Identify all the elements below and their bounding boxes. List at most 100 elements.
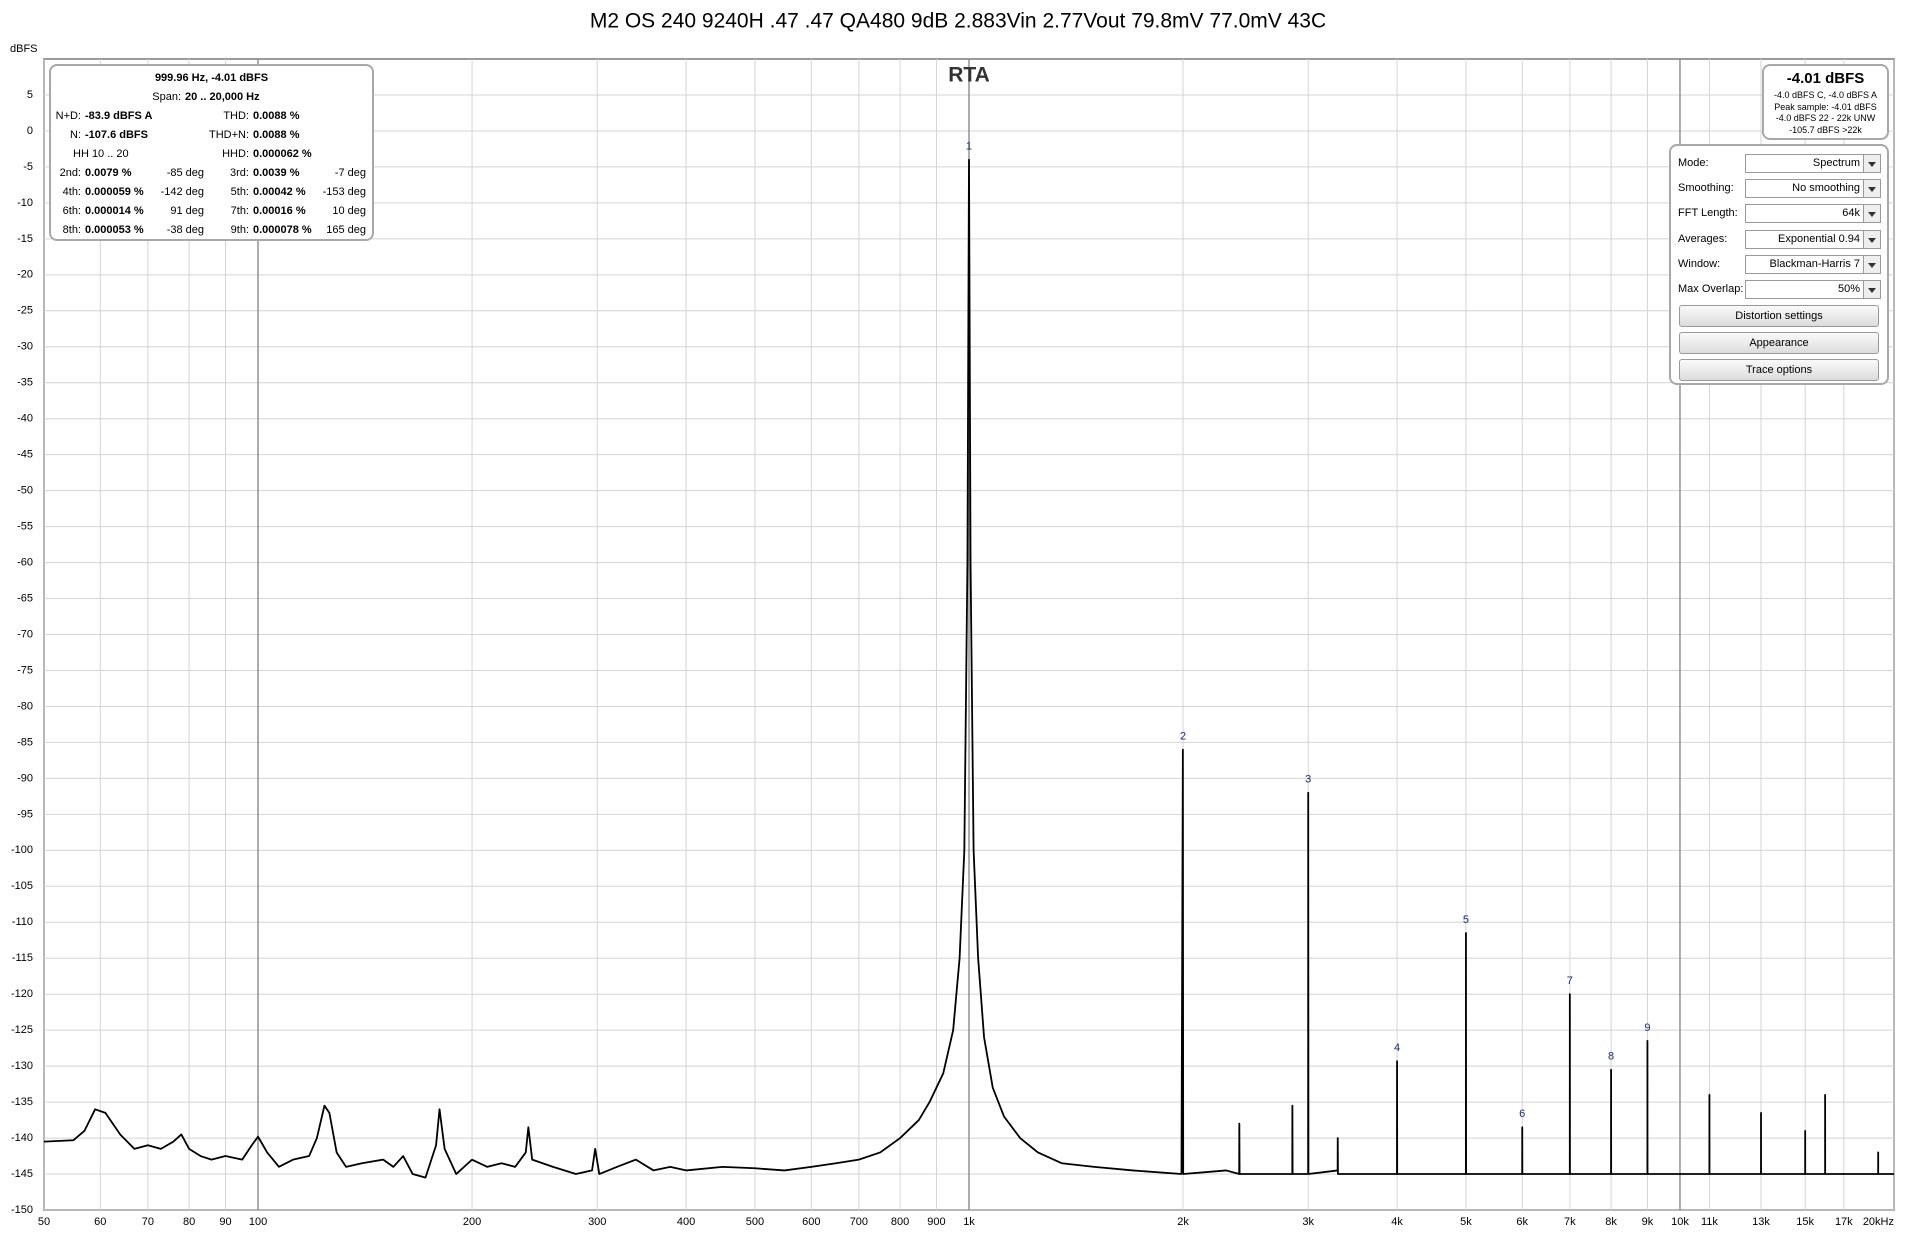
setting-label: Averages: <box>1678 232 1728 245</box>
x-tick-label: 80 <box>183 1216 195 1228</box>
setting-value: Blackman-Harris 7 <box>1769 257 1860 270</box>
controls-panel: Mode: Spectrum Smoothing: No smoothing FFT L… <box>1669 144 1889 385</box>
measurement-label: 8th: <box>62 224 81 236</box>
measurement-label: N: <box>70 129 81 141</box>
x-tick-label: 6k <box>1516 1216 1528 1228</box>
x-tick-label: 200 <box>463 1216 481 1228</box>
measurement-phase: 165 deg <box>326 224 366 236</box>
dropdown-arrow[interactable] <box>1863 155 1880 172</box>
dropdown-arrow[interactable] <box>1863 180 1880 198</box>
panel-button[interactable]: Distortion settings <box>1679 305 1879 327</box>
level-detail: Peak sample: -4.01 dBFS <box>1774 101 1877 112</box>
setting-value: 64k <box>1842 207 1860 220</box>
y-tick-label: -20 <box>17 269 33 281</box>
measurement-label: 7th: <box>230 205 249 217</box>
level-detail: -105.7 dBFS >22k <box>1789 124 1862 135</box>
y-tick-label: -30 <box>17 341 33 353</box>
setting-value: Spectrum <box>1812 157 1860 169</box>
measurement-value: 0.0088 % <box>253 110 300 122</box>
dropdown-arrow[interactable] <box>1863 205 1880 223</box>
y-tick-label: -130 <box>11 1060 33 1072</box>
measurement-label: THD: <box>223 110 249 122</box>
y-tick-label: 0 <box>27 125 33 137</box>
harmonic-marker: 5 <box>1463 914 1469 926</box>
measurement-label: 5th: <box>230 186 249 198</box>
measurement-label: 6th: <box>62 205 81 217</box>
level-panel: -4.01 dBFS -4.0 dBFS C, -4.0 dBFS A Peak s… <box>1762 64 1889 140</box>
x-tick-label: 3k <box>1302 1216 1314 1228</box>
x-tick-label: 90 <box>219 1216 231 1228</box>
x-tick-label: 13k <box>1752 1216 1770 1228</box>
y-tick-label: -15 <box>17 233 33 245</box>
setting-dropdown[interactable]: Exponential 0.94 <box>1745 229 1881 249</box>
measurement-label: THD+N: <box>208 129 249 141</box>
dropdown-arrow[interactable] <box>1863 255 1880 273</box>
spectrum-line <box>43 158 1894 1179</box>
harmonic-marker: 3 <box>1305 774 1311 786</box>
chart-subtitle: RTA <box>948 64 990 87</box>
y-tick-label: -145 <box>11 1168 33 1180</box>
y-tick-label: -75 <box>17 664 33 676</box>
x-tick-label: 9k <box>1642 1216 1654 1228</box>
setting-label: Max Overlap: <box>1678 283 1744 295</box>
setting-value: Exponential 0.94 <box>1778 232 1860 245</box>
measurement-header: 999.96 Hz, -4.01 dBFS <box>154 72 269 84</box>
setting-dropdown[interactable]: Blackman-Harris 7 <box>1745 254 1881 274</box>
y-tick-label: -100 <box>11 844 33 856</box>
measurement-value: 0.000053 % <box>85 224 144 236</box>
setting-dropdown[interactable]: Spectrum <box>1745 154 1881 173</box>
measurement-phase: -38 deg <box>166 224 204 236</box>
x-tick-label: 4k <box>1391 1216 1403 1228</box>
measurement-label: N+D: <box>55 110 81 122</box>
x-tick-label: 20kHz <box>1863 1216 1894 1228</box>
y-tick-label: -25 <box>17 305 33 317</box>
setting-dropdown[interactable]: 50% <box>1745 280 1881 299</box>
panel-button[interactable]: Trace options <box>1679 359 1879 381</box>
measurement-value: 0.00042 % <box>253 186 306 198</box>
x-tick-label: 15k <box>1796 1216 1814 1228</box>
level-readout: -4.01 dBFS <box>1786 70 1865 87</box>
measurement-panel: 999.96 Hz, -4.01 dBFS Span: 20 .. 20,000 H… <box>49 64 374 241</box>
measurement-label: HHD: <box>222 148 249 160</box>
measurement-label: HH 10 .. 20 <box>73 148 129 160</box>
x-tick-label: 300 <box>588 1216 606 1228</box>
x-tick-label: 7k <box>1564 1216 1576 1228</box>
x-tick-label: 700 <box>850 1216 868 1228</box>
harmonic-marker: 7 <box>1567 975 1573 987</box>
measurement-phase: -85 deg <box>166 167 204 179</box>
measurement-phase: 91 deg <box>170 205 204 217</box>
x-tick-label: 1k <box>963 1216 975 1228</box>
y-tick-label: -40 <box>17 413 33 425</box>
harmonic-marker: 6 <box>1519 1108 1525 1120</box>
setting-label: FFT Length: <box>1678 207 1738 220</box>
setting-dropdown[interactable]: 64k <box>1745 204 1881 224</box>
setting-dropdown[interactable]: No smoothing <box>1745 179 1881 199</box>
x-tick-label: 900 <box>927 1216 945 1228</box>
panel-button[interactable]: Appearance <box>1679 332 1879 354</box>
x-tick-label: 10k <box>1671 1216 1689 1228</box>
measurement-value: 0.000059 % <box>85 186 144 198</box>
measurement-label: 9th: <box>230 224 249 236</box>
harmonic-marker: 9 <box>1644 1022 1650 1034</box>
x-tick-label: 17k <box>1835 1216 1853 1228</box>
dropdown-arrow[interactable] <box>1863 281 1880 298</box>
harmonic-marker: 4 <box>1394 1042 1400 1054</box>
y-tick-label: -45 <box>17 449 33 461</box>
y-tick-label: -110 <box>12 916 33 928</box>
y-tick-label: -85 <box>17 736 33 748</box>
measurement-value: 0.000078 % <box>253 224 312 236</box>
dropdown-arrow[interactable] <box>1863 230 1880 248</box>
measurement-value: -83.9 dBFS A <box>85 110 153 122</box>
x-tick-label: 400 <box>677 1216 695 1228</box>
y-tick-label: -120 <box>11 988 33 1000</box>
measurement-value: 0.0088 % <box>253 129 300 141</box>
x-tick-label: 60 <box>94 1216 106 1228</box>
x-tick-label: 100 <box>249 1216 267 1228</box>
level-detail: -4.0 dBFS 22 - 22k UNW <box>1775 113 1876 123</box>
y-tick-label: -55 <box>17 521 33 533</box>
measurement-value: 0.00016 % <box>253 205 306 217</box>
span-label: Span: <box>152 91 181 103</box>
measurement-value: 0.0039 % <box>253 167 300 179</box>
x-tick-label: 5k <box>1460 1216 1472 1228</box>
